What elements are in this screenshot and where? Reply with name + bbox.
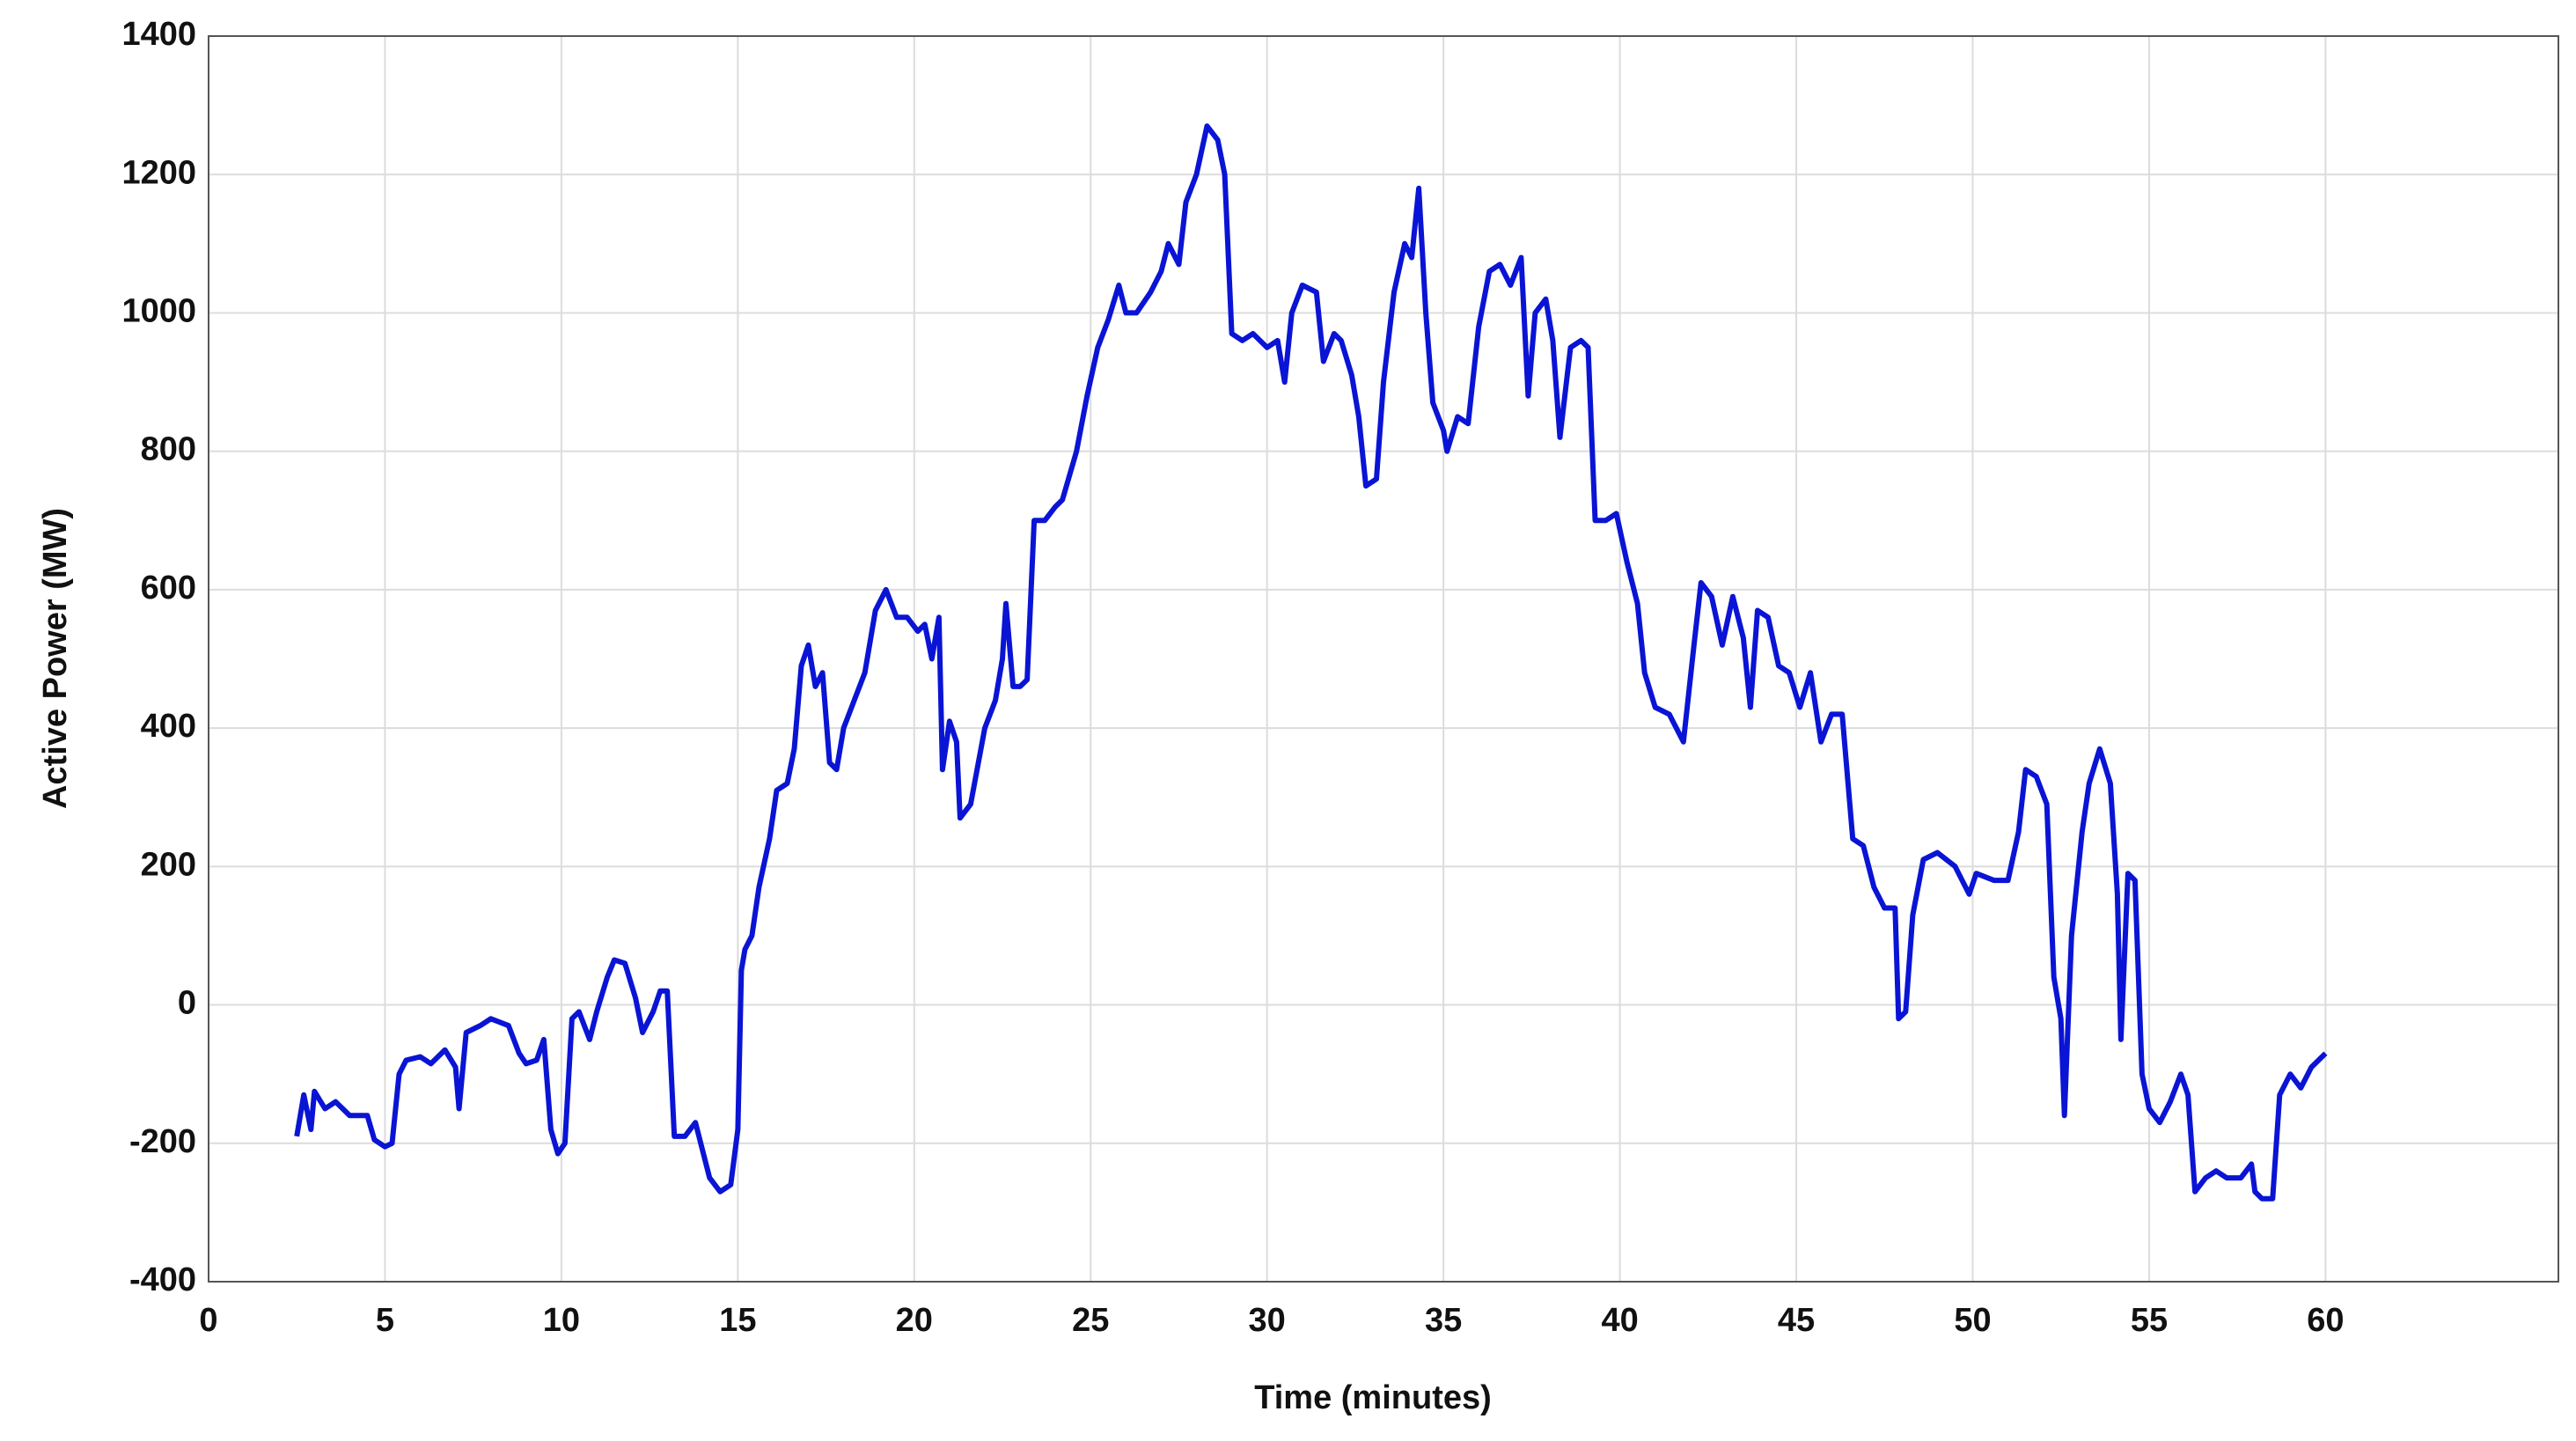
y-tick-label: 600 — [141, 570, 196, 607]
y-tick-label: 200 — [141, 846, 196, 883]
y-tick-label: 1200 — [121, 154, 196, 191]
data-line — [294, 123, 2328, 1202]
y-axis-label: Active Power (MW) — [37, 508, 74, 809]
x-tick-label: 35 — [1425, 1302, 1462, 1339]
x-tick-label: 45 — [1778, 1302, 1815, 1339]
plot-frame — [208, 35, 2559, 1283]
y-tick-label: -200 — [129, 1123, 196, 1160]
y-tick-label: -400 — [129, 1261, 196, 1298]
x-tick-label: 55 — [2131, 1302, 2168, 1339]
x-tick-label: 20 — [896, 1302, 933, 1339]
y-tick-label: 400 — [141, 708, 196, 745]
x-tick-label: 40 — [1601, 1302, 1638, 1339]
y-tick-label: 1000 — [121, 292, 196, 329]
x-tick-label: 50 — [1954, 1302, 1991, 1339]
x-tick-label: 30 — [1249, 1302, 1286, 1339]
x-tick-label: 15 — [719, 1302, 756, 1339]
y-tick-label: 800 — [141, 431, 196, 468]
y-tick-label: 0 — [178, 985, 196, 1022]
x-tick-label: 0 — [199, 1302, 217, 1339]
x-tick-label: 25 — [1072, 1302, 1109, 1339]
x-axis-label: Time (minutes) — [1254, 1379, 1492, 1416]
x-tick-label: 5 — [376, 1302, 394, 1339]
plot-area — [209, 36, 2558, 1282]
y-tick-label: 1400 — [121, 16, 196, 53]
x-tick-label: 60 — [2307, 1302, 2344, 1339]
x-tick-label: 10 — [543, 1302, 580, 1339]
